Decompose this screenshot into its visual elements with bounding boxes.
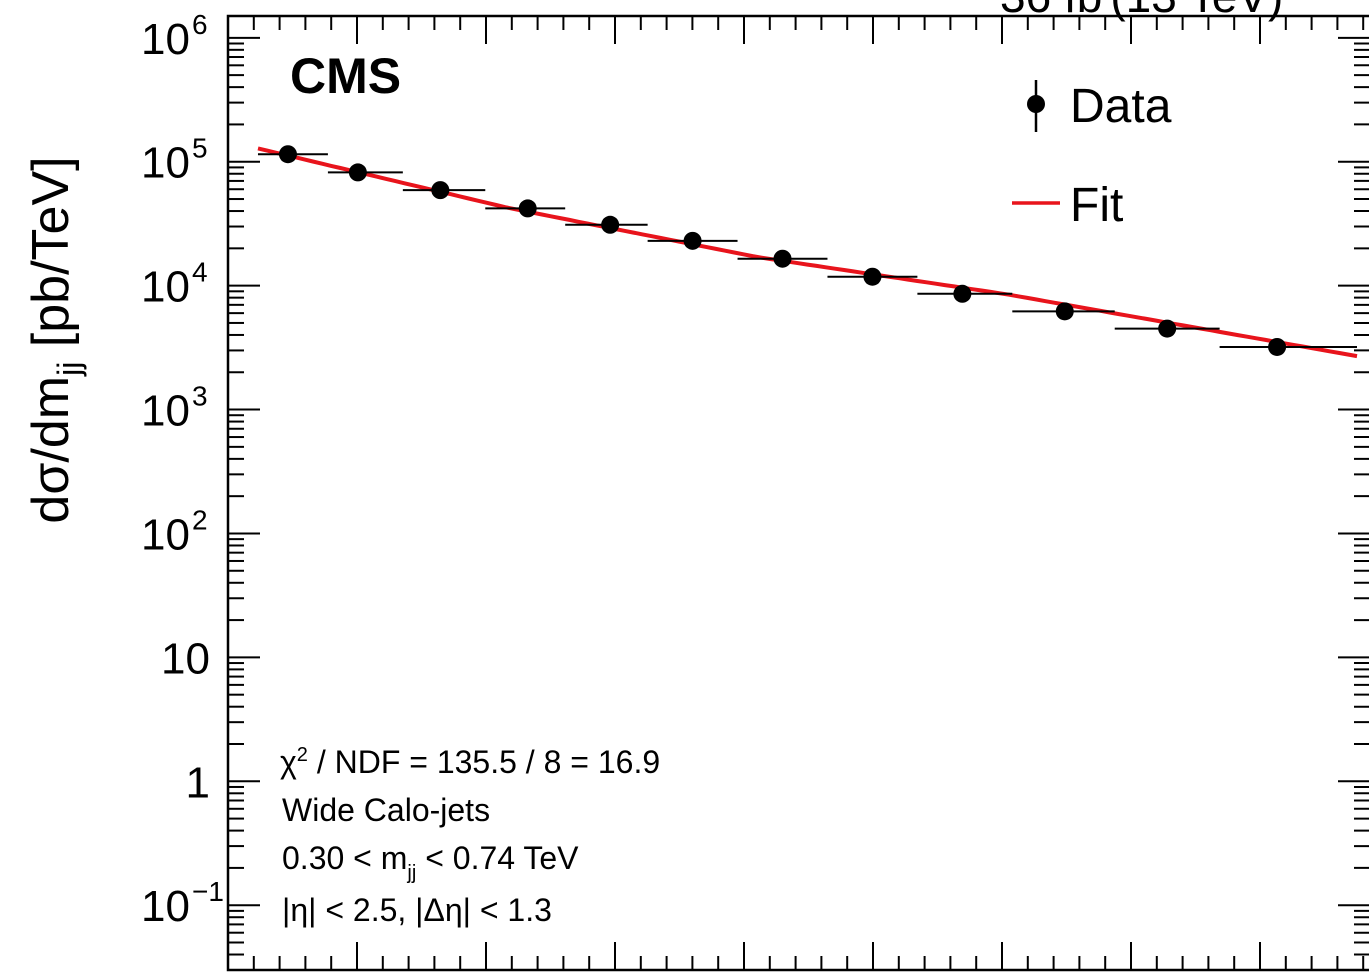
y-tick-label: 10 (141, 139, 190, 188)
data-point (518, 199, 537, 218)
data-point (1158, 319, 1177, 338)
data-series (257, 145, 1357, 356)
y-tick-exponent: 3 (192, 381, 208, 412)
y-tick-label: 10 (141, 882, 190, 931)
y-tick-exponent: −1 (192, 876, 224, 907)
y-tick-label: 1 (186, 758, 210, 807)
plot-frame (226, 14, 1369, 972)
data-point (601, 215, 620, 234)
legend-entry-data: Data (1027, 80, 1172, 133)
fit-series (257, 146, 1358, 359)
chi2-annotation: χ2 / NDF = 135.5 / 8 = 16.9 (280, 744, 660, 780)
y-tick-exponent: 2 (192, 504, 208, 535)
y-tick-label: 10 (161, 634, 210, 683)
y-tick-exponent: 5 (192, 133, 208, 164)
svg-text:dσ/dmjj [pb/TeV]: dσ/dmjj [pb/TeV] (22, 156, 87, 523)
mass-range-annotation: 0.30 < mjj < 0.74 TeV (282, 840, 579, 884)
legend: Data Fit (1012, 80, 1172, 232)
eta-annotation: |η| < 2.5, |Δη| < 1.3 (282, 892, 552, 928)
annotations: χ2 / NDF = 135.5 / 8 = 16.9 Wide Calo-je… (280, 744, 660, 928)
legend-data-marker (1027, 95, 1045, 113)
data-point (1268, 337, 1287, 356)
y-tick-exponent: 6 (192, 9, 208, 40)
legend-entry-fit: Fit (1012, 179, 1123, 232)
data-point (773, 249, 792, 268)
y-tick-label: 10 (141, 510, 190, 559)
y-tick-label: 10 (141, 263, 190, 312)
legend-data-label: Data (1070, 80, 1172, 133)
plot-border (226, 14, 1369, 972)
cms-label: CMS (290, 48, 401, 104)
y-tick-label: 10 (141, 387, 190, 436)
jets-annotation: Wide Calo-jets (282, 792, 490, 828)
data-point (953, 284, 972, 303)
data-point (863, 267, 882, 286)
fit-curve (257, 146, 1358, 359)
data-point (431, 181, 450, 200)
data-point (348, 163, 367, 182)
y-axis-title: dσ/dmjj [pb/TeV] (22, 156, 87, 523)
data-point (278, 145, 297, 164)
axis-ticks (227, 16, 1369, 971)
data-point (683, 231, 702, 250)
legend-fit-label: Fit (1070, 179, 1123, 232)
y-tick-label: 10 (141, 15, 190, 64)
y-tick-exponent: 4 (192, 257, 208, 288)
lumi-label: 36 fb(13 TeV) (1000, 0, 1283, 22)
data-point (1055, 302, 1074, 321)
